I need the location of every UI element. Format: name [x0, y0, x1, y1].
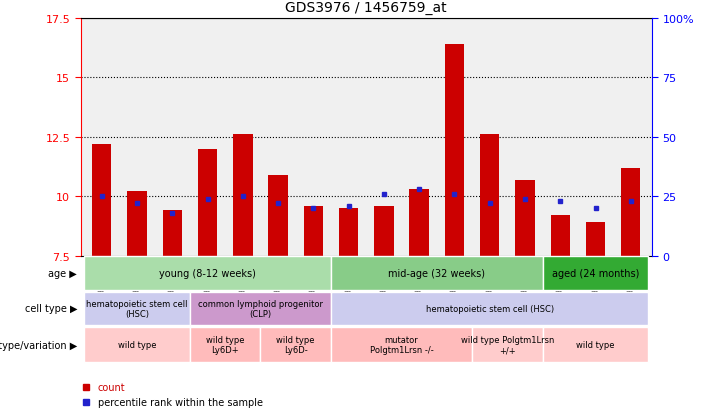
- Bar: [409, 190, 429, 256]
- Bar: [543, 327, 648, 362]
- Bar: [374, 206, 393, 256]
- Bar: [128, 192, 147, 256]
- Text: count: count: [97, 382, 125, 392]
- Text: percentile rank within the sample: percentile rank within the sample: [97, 396, 263, 407]
- Text: wild type: wild type: [576, 340, 615, 349]
- Text: mid-age (32 weeks): mid-age (32 weeks): [388, 268, 485, 279]
- Bar: [261, 327, 331, 362]
- Text: genotype/variation ▶: genotype/variation ▶: [0, 340, 77, 350]
- Bar: [268, 175, 288, 256]
- Bar: [480, 135, 499, 256]
- Bar: [621, 168, 641, 256]
- Text: age ▶: age ▶: [48, 268, 77, 279]
- Text: hematopoietic stem cell
(HSC): hematopoietic stem cell (HSC): [86, 299, 188, 318]
- Text: mutator
Polgtm1Lrsn -/-: mutator Polgtm1Lrsn -/-: [369, 335, 433, 354]
- Bar: [331, 327, 472, 362]
- Text: wild type
Ly6D-: wild type Ly6D-: [276, 335, 315, 354]
- Bar: [84, 327, 190, 362]
- Bar: [444, 45, 464, 256]
- Text: hematopoietic stem cell (HSC): hematopoietic stem cell (HSC): [426, 304, 554, 313]
- Bar: [543, 257, 648, 290]
- Title: GDS3976 / 1456759_at: GDS3976 / 1456759_at: [285, 1, 447, 15]
- Bar: [198, 149, 217, 256]
- Bar: [190, 292, 331, 325]
- Bar: [84, 292, 190, 325]
- Bar: [586, 223, 605, 256]
- Text: wild type
Ly6D+: wild type Ly6D+: [206, 335, 245, 354]
- Bar: [304, 206, 323, 256]
- Text: common lymphoid progenitor
(CLP): common lymphoid progenitor (CLP): [198, 299, 323, 318]
- Text: aged (24 months): aged (24 months): [552, 268, 639, 279]
- Bar: [163, 211, 182, 256]
- Bar: [331, 292, 648, 325]
- Text: wild type: wild type: [118, 340, 156, 349]
- Bar: [84, 257, 331, 290]
- Bar: [233, 135, 252, 256]
- Bar: [472, 327, 543, 362]
- Bar: [190, 327, 261, 362]
- Bar: [92, 145, 111, 256]
- Bar: [339, 209, 358, 256]
- Bar: [515, 180, 535, 256]
- Text: cell type ▶: cell type ▶: [25, 304, 77, 314]
- Bar: [550, 216, 570, 256]
- Text: young (8-12 weeks): young (8-12 weeks): [159, 268, 256, 279]
- Text: wild type Polgtm1Lrsn
+/+: wild type Polgtm1Lrsn +/+: [461, 335, 554, 354]
- Bar: [331, 257, 543, 290]
